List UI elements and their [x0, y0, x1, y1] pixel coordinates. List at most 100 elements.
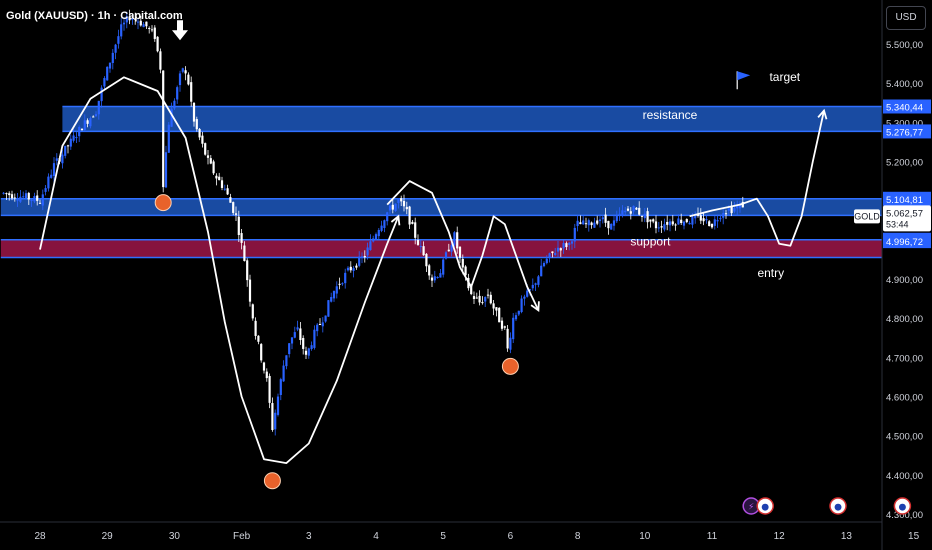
candle-body: [671, 221, 674, 225]
candle-body: [176, 87, 179, 100]
candle-body: [719, 218, 722, 220]
candle-body: [257, 335, 260, 342]
candle-body: [142, 24, 145, 28]
candle-body: [285, 355, 288, 367]
candle-body: [643, 213, 646, 219]
candle-body: [72, 135, 75, 141]
candle-body: [624, 210, 627, 213]
zone-price-label: 4.996,72: [886, 237, 923, 248]
y-tick-label: 5.400,00: [886, 79, 923, 90]
candle-body: [8, 193, 11, 196]
candle-body: [447, 249, 450, 252]
candle-body: [274, 412, 277, 430]
candle-body: [276, 396, 280, 415]
candle-body: [243, 245, 246, 262]
candle-body: [290, 337, 294, 344]
candle-body: [279, 379, 282, 395]
candle-body: [41, 194, 44, 206]
candle-body: [349, 266, 352, 271]
candle-body: [22, 196, 25, 198]
current-price-label: 5.062,57: [886, 208, 923, 219]
candle-body: [649, 219, 652, 222]
candle-body: [153, 27, 156, 39]
x-tick-label: Feb: [233, 531, 251, 542]
candle-body: [615, 215, 618, 222]
zone-resistance: [62, 106, 882, 132]
candle-body: [358, 256, 361, 266]
x-tick-label: 3: [306, 531, 312, 542]
us-flag-event-icon-1-glyph: ●: [761, 503, 769, 513]
candle-body: [736, 205, 739, 209]
candle-body: [520, 298, 523, 313]
candle-body: [484, 296, 487, 302]
zone-price-label: 5.276,77: [886, 127, 923, 138]
candle-body: [318, 324, 322, 326]
candle-body: [332, 290, 336, 299]
candle-body: [304, 350, 308, 355]
candle-body: [478, 295, 481, 303]
candle-body: [44, 188, 47, 192]
x-tick-label: 12: [774, 531, 786, 542]
entry-label: entry: [757, 266, 784, 280]
target-label: target: [769, 70, 800, 84]
candle-body: [220, 180, 224, 188]
candle-body: [61, 154, 64, 164]
candle-body: [414, 222, 417, 238]
candle-body: [556, 247, 560, 252]
candle-body: [30, 200, 33, 202]
candle-body: [562, 242, 565, 249]
forecast-curve-2-arrowhead: [530, 301, 540, 312]
candle-body: [232, 202, 235, 213]
candle-body: [234, 213, 238, 215]
candle-body: [204, 143, 207, 155]
candle-body: [442, 259, 445, 275]
candle-body: [702, 218, 705, 222]
y-tick-label: 5.500,00: [886, 40, 923, 51]
candle-body: [565, 243, 568, 248]
y-tick-label: 5.200,00: [886, 158, 923, 169]
candle-body: [534, 283, 537, 285]
candle-body: [531, 284, 534, 289]
candle-body: [596, 220, 599, 224]
candle-body: [10, 194, 14, 199]
candle-body: [730, 206, 733, 214]
candle-body: [92, 116, 95, 118]
candle-body: [268, 375, 271, 403]
candle-body: [201, 135, 204, 144]
candle-body: [489, 294, 492, 304]
candle-body: [705, 218, 708, 221]
resistance-label: resistance: [643, 108, 698, 122]
x-tick-label: 10: [639, 531, 651, 542]
support-label: support: [630, 235, 671, 249]
forecast-curve-1-arrowhead: [390, 214, 401, 226]
candle-body: [69, 138, 72, 147]
candle-body: [226, 188, 229, 195]
countdown-label: 53:44: [886, 219, 909, 229]
candle-body: [710, 223, 714, 228]
candle-body: [568, 242, 571, 245]
candle-body: [610, 223, 613, 230]
candle-body: [394, 203, 397, 211]
candle-body: [341, 283, 344, 285]
y-tick-label: 4.900,00: [886, 275, 923, 286]
candle-body: [36, 195, 39, 201]
zone-price-tag: [883, 234, 931, 249]
candle-body: [481, 302, 484, 304]
candle-body: [430, 277, 434, 281]
candle-body: [425, 253, 428, 267]
candle-body: [464, 266, 467, 276]
candle-body: [475, 297, 478, 299]
candle-body: [486, 294, 490, 296]
candle-body: [472, 296, 476, 300]
zone-price-label: 5.340,44: [886, 102, 923, 113]
zone-support: [0, 239, 883, 258]
candle-body: [548, 253, 551, 259]
candle-body: [470, 286, 473, 295]
forecast-curve-3: [689, 110, 825, 247]
candle-body: [260, 344, 263, 361]
zone-price-tag: [883, 124, 931, 139]
candle-body: [618, 213, 621, 215]
candle-body: [402, 200, 406, 207]
currency-selector[interactable]: USD: [886, 6, 926, 30]
